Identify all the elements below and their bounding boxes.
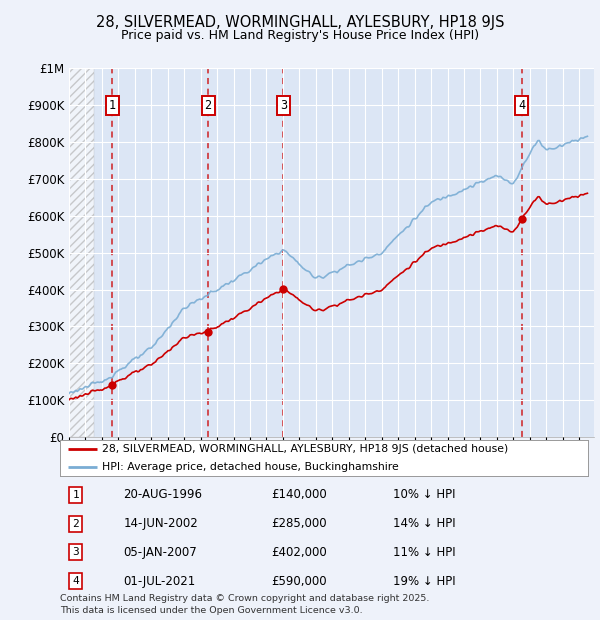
- Text: 28, SILVERMEAD, WORMINGHALL, AYLESBURY, HP18 9JS (detached house): 28, SILVERMEAD, WORMINGHALL, AYLESBURY, …: [102, 444, 508, 454]
- Text: 14-JUN-2002: 14-JUN-2002: [124, 517, 198, 530]
- Text: £590,000: £590,000: [271, 575, 327, 588]
- Text: 3: 3: [280, 99, 287, 112]
- Text: £140,000: £140,000: [271, 489, 327, 502]
- Text: 2: 2: [73, 519, 79, 529]
- Text: 11% ↓ HPI: 11% ↓ HPI: [392, 546, 455, 559]
- Text: 1: 1: [109, 99, 116, 112]
- Text: 20-AUG-1996: 20-AUG-1996: [124, 489, 202, 502]
- Text: 4: 4: [73, 576, 79, 586]
- Text: 4: 4: [518, 99, 525, 112]
- Text: 28, SILVERMEAD, WORMINGHALL, AYLESBURY, HP18 9JS: 28, SILVERMEAD, WORMINGHALL, AYLESBURY, …: [96, 16, 504, 30]
- Text: 19% ↓ HPI: 19% ↓ HPI: [392, 575, 455, 588]
- Text: 10% ↓ HPI: 10% ↓ HPI: [392, 489, 455, 502]
- Text: 05-JAN-2007: 05-JAN-2007: [124, 546, 197, 559]
- Bar: [69, 68, 94, 437]
- Text: HPI: Average price, detached house, Buckinghamshire: HPI: Average price, detached house, Buck…: [102, 462, 399, 472]
- Text: 3: 3: [73, 547, 79, 557]
- Text: £285,000: £285,000: [271, 517, 327, 530]
- Text: 01-JUL-2021: 01-JUL-2021: [124, 575, 196, 588]
- Text: Price paid vs. HM Land Registry's House Price Index (HPI): Price paid vs. HM Land Registry's House …: [121, 29, 479, 42]
- Text: 2: 2: [205, 99, 212, 112]
- Text: Contains HM Land Registry data © Crown copyright and database right 2025.
This d: Contains HM Land Registry data © Crown c…: [60, 594, 430, 615]
- Text: 1: 1: [73, 490, 79, 500]
- Text: 14% ↓ HPI: 14% ↓ HPI: [392, 517, 455, 530]
- Text: £402,000: £402,000: [271, 546, 327, 559]
